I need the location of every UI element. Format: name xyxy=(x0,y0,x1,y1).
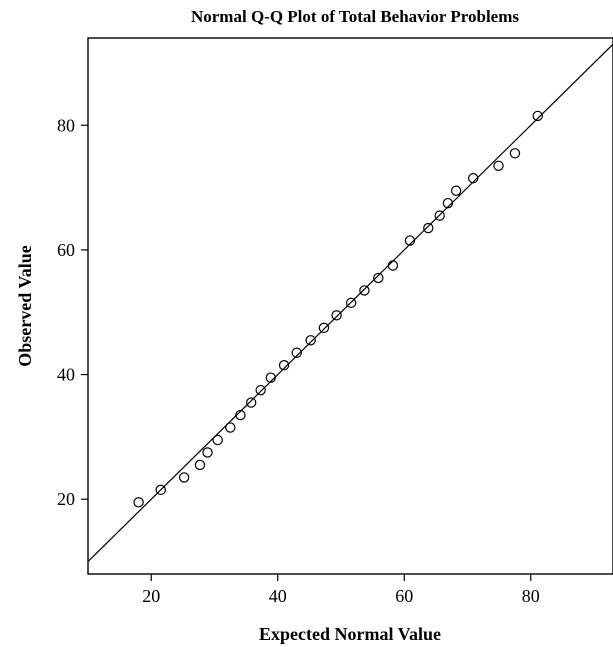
data-point xyxy=(225,422,236,433)
data-point xyxy=(468,173,479,184)
data-point xyxy=(532,110,543,122)
data-point xyxy=(450,185,462,196)
data-point xyxy=(235,409,246,421)
data-point xyxy=(359,285,370,296)
y-tick-label: 40 xyxy=(57,365,75,385)
data-point xyxy=(434,210,445,221)
data-point xyxy=(212,434,223,446)
data-point xyxy=(318,322,330,334)
data-point xyxy=(345,297,357,309)
data-point xyxy=(133,497,144,508)
data-point xyxy=(442,197,454,209)
x-tick-label: 20 xyxy=(142,586,160,606)
data-point xyxy=(509,148,521,159)
x-axis-ticks: 20 40 60 80 xyxy=(142,574,540,606)
data-point xyxy=(305,335,316,346)
data-point xyxy=(155,484,166,496)
x-tick-label: 40 xyxy=(269,586,287,606)
data-point xyxy=(278,360,290,371)
data-points-layer xyxy=(133,110,543,508)
y-tick-label: 20 xyxy=(57,489,75,509)
reference-line xyxy=(87,43,613,562)
x-tick-label: 60 xyxy=(395,586,413,606)
y-axis-ticks: 20 40 60 80 xyxy=(57,115,88,509)
x-tick-label: 80 xyxy=(522,586,540,606)
data-point xyxy=(178,472,190,483)
data-point xyxy=(291,347,302,358)
data-point xyxy=(387,260,399,271)
data-point xyxy=(194,459,206,471)
data-point xyxy=(245,397,257,408)
y-tick-label: 60 xyxy=(57,240,75,260)
data-point xyxy=(265,372,277,383)
reference-line-layer xyxy=(87,43,613,562)
x-axis-label: Expected Normal Value xyxy=(259,624,441,644)
chart-title: Normal Q-Q Plot of Total Behavior Proble… xyxy=(191,7,519,26)
y-tick-label: 80 xyxy=(57,115,75,135)
data-point xyxy=(373,272,384,284)
data-point xyxy=(423,222,434,234)
data-point xyxy=(202,447,213,458)
data-point xyxy=(493,160,504,171)
y-axis-label: Observed Value xyxy=(15,245,35,367)
data-point xyxy=(255,384,266,396)
plot-area-frame xyxy=(87,37,613,575)
data-point xyxy=(331,310,342,321)
data-point xyxy=(404,235,416,246)
